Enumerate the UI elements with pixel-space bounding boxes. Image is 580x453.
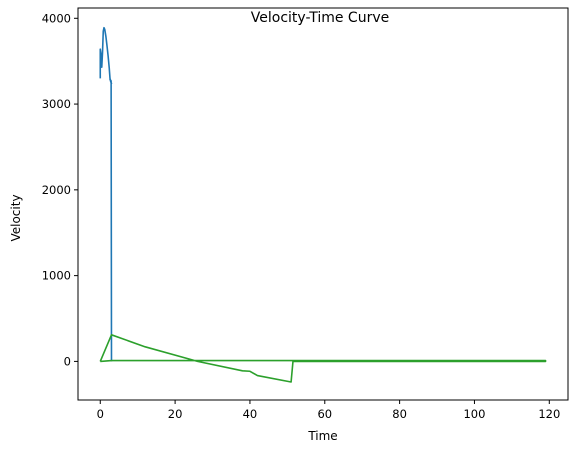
x-tick-label: 40 xyxy=(243,407,258,421)
y-tick-label: 3000 xyxy=(42,97,71,111)
series-line-2 xyxy=(99,334,547,383)
y-tick-label: 4000 xyxy=(42,11,71,25)
y-axis-ticks: 0 1000 2000 3000 4000 xyxy=(42,11,78,368)
y-tick-label: 2000 xyxy=(42,183,71,197)
x-tick-label: 80 xyxy=(392,407,407,421)
y-axis-label: Velocity xyxy=(9,194,23,241)
y-tick-label: 1000 xyxy=(42,269,71,283)
y-tick-label: 0 xyxy=(64,354,71,368)
series-line-1 xyxy=(99,26,113,362)
x-tick-label: 60 xyxy=(317,407,332,421)
x-tick-label: 100 xyxy=(463,407,485,421)
x-tick-label: 120 xyxy=(538,407,560,421)
x-tick-label: 20 xyxy=(168,407,183,421)
x-axis-label: Time xyxy=(307,429,337,443)
x-axis-ticks: 0 20 40 60 80 100 120 xyxy=(97,400,560,421)
plot-frame xyxy=(77,7,569,401)
chart-title: Velocity-Time Curve xyxy=(251,10,389,26)
series-layer xyxy=(99,26,547,383)
x-tick-label: 0 xyxy=(97,407,104,421)
